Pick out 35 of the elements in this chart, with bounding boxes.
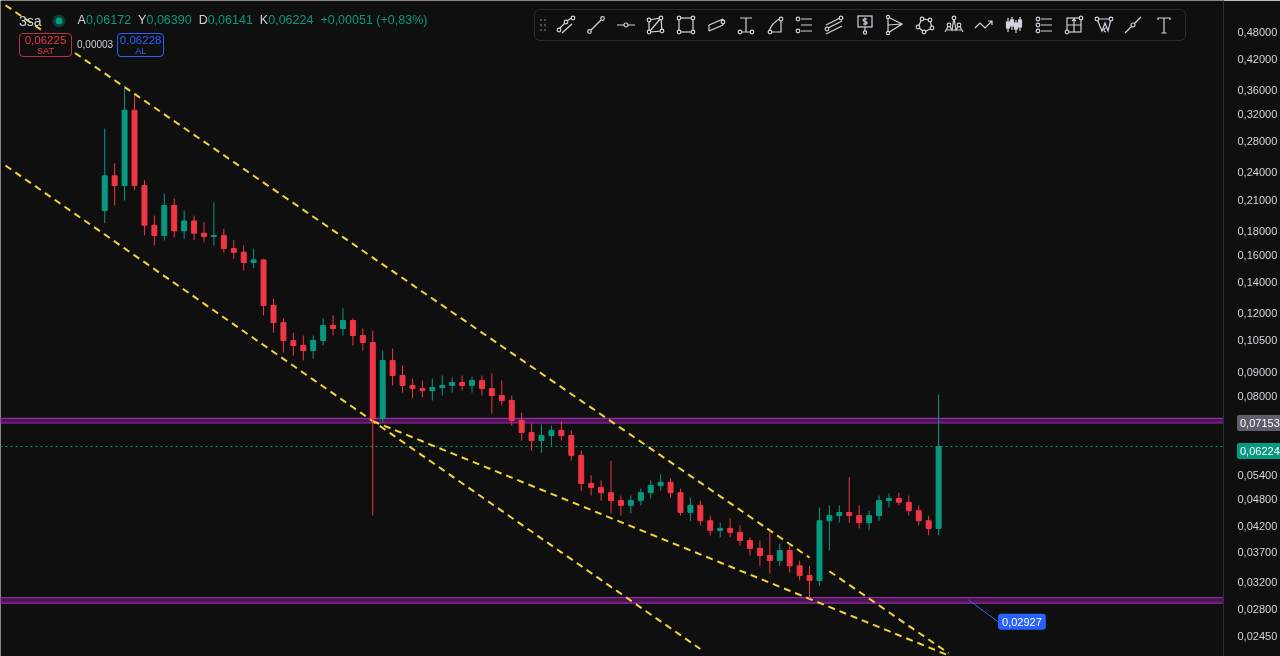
annotation: 0,06228 xyxy=(119,34,162,46)
annotation: SAT xyxy=(37,46,54,56)
y-tick-label: 0,02800 xyxy=(1237,602,1278,615)
annotation: K0,06224 xyxy=(259,12,314,30)
band-label: 0,07153 xyxy=(1237,414,1280,431)
y-tick-label: 0,09000 xyxy=(1237,365,1278,378)
annotation: AL xyxy=(135,46,147,56)
y-tick-label: 0,32000 xyxy=(1237,108,1278,121)
y-tick-label: 0,03700 xyxy=(1237,546,1278,559)
y-tick-label: 0,10500 xyxy=(1237,334,1278,347)
y-tick-label: 0,16000 xyxy=(1237,248,1278,261)
y-tick-label: 0,12000 xyxy=(1237,307,1278,320)
y-tick-label: 0,21000 xyxy=(1237,193,1278,206)
y-tick-label: 0,42000 xyxy=(1237,52,1278,65)
y-tick-label: 0,14000 xyxy=(1237,275,1278,288)
y-tick-label: 0,08000 xyxy=(1237,389,1278,402)
annotation: +0,00051 (+0,83%) xyxy=(320,13,428,28)
annotation: Y0,06390 xyxy=(138,12,192,30)
y-tick-label: 0,18000 xyxy=(1237,224,1278,237)
y-tick-label: 0,36000 xyxy=(1237,84,1278,97)
annotation: 0,00003 xyxy=(77,37,114,52)
text: 3sa xyxy=(19,12,42,31)
annotation: 0,06225 xyxy=(24,34,67,46)
y-tick-label: 0,04200 xyxy=(1237,520,1278,533)
ref-line-label: 0,06224 xyxy=(1237,443,1280,460)
annotation: 0,02927 xyxy=(1002,615,1042,628)
annotation: D0,06141 xyxy=(198,12,253,30)
y-tick-label: 0,05400 xyxy=(1237,469,1278,482)
y-tick-label: 0,02450 xyxy=(1237,629,1278,642)
y-tick-label: 0,48000 xyxy=(1237,25,1278,38)
annotation: A0,06172 xyxy=(77,12,132,30)
y-tick-label: 0,03200 xyxy=(1237,575,1278,588)
y-tick-label: 0,28000 xyxy=(1237,135,1278,148)
y-tick-label: 0,04800 xyxy=(1237,493,1278,506)
y-tick-label: 0,24000 xyxy=(1237,166,1278,179)
